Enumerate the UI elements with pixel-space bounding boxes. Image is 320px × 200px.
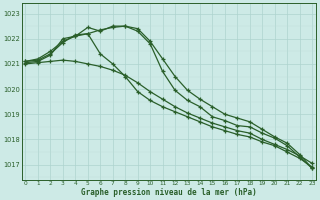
X-axis label: Graphe pression niveau de la mer (hPa): Graphe pression niveau de la mer (hPa) — [81, 188, 257, 197]
